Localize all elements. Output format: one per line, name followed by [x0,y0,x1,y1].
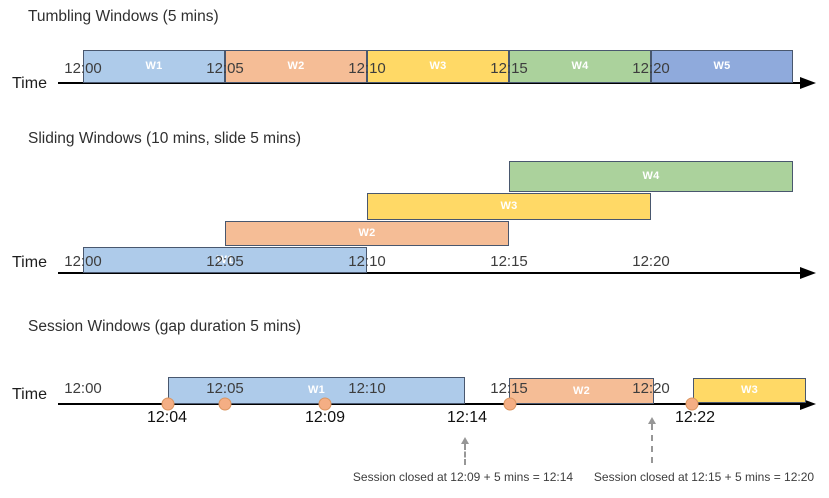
session-window-w2: W2 [509,378,654,404]
event-dot-1204 [161,397,175,411]
tumbling-tick-1220: 12:20 [632,60,670,77]
session-tick-1200: 12:00 [64,380,102,397]
session-annotation-2: Session closed at 12:15 + 5 mins = 12:20 [593,470,815,484]
session-annotation-1: Session closed at 12:09 + 5 mins = 12:14 [352,470,574,484]
sliding-tick-1200: 12:00 [64,253,102,270]
session-window-w2-label: W2 [572,384,591,397]
event-dot-1205 [218,397,232,411]
tumbling-window-w1-label: W1 [145,60,163,72]
arrow-dashed-stem [464,444,466,465]
arrow-dashed-stem [651,424,653,463]
sliding-tick-1205: 12:05 [206,253,244,270]
session-close-arrow-1220-icon [648,417,656,463]
tumbling-window-w1: W1 [83,50,225,83]
tumbling-time-axis-label: Time [12,75,47,92]
sliding-window-w3-label: W3 [500,200,518,212]
session-window-w1: W1 [168,377,465,404]
sliding-window-w3: W3 [367,193,651,220]
event-dot-1222 [685,397,699,411]
sliding-window-w2: W2 [225,221,509,246]
sliding-time-axis [58,272,802,274]
event-dot-1209 [318,397,332,411]
session-tick-1220: 12:20 [632,380,670,397]
arrow-up-head-icon [648,417,656,424]
event-dot-1215 [503,397,517,411]
tumbling-tick-1215: 12:15 [490,60,528,77]
session-close-arrow-1214-icon [461,437,469,465]
tumbling-window-w2: W2 [225,50,367,83]
tumbling-tick-1200: 12:00 [64,60,102,77]
sliding-tick-1220: 12:20 [632,253,670,270]
tumbling-time-axis [58,82,802,84]
tumbling-window-w4-label: W4 [571,60,589,72]
sliding-window-w1: W1 [83,247,367,273]
session-tick-1215: 12:15 [490,380,528,397]
session-time-axis [58,403,802,405]
session-tick-1205: 12:05 [206,380,244,397]
session-event-label-1204: 12:04 [146,409,188,426]
session-window-w1-label: W1 [307,384,326,396]
sliding-window-w1-label: W1 [216,253,234,266]
tumbling-window-w2-label: W2 [287,60,305,72]
tumbling-window-w4: W4 [509,50,651,83]
tumbling-window-w3: W3 [367,50,509,83]
tumbling-axis-arrowhead-icon [800,77,816,89]
tumbling-tick-1205: 12:05 [206,60,244,77]
session-time-axis-label: Time [12,386,47,403]
sliding-title: Sliding Windows (10 mins, slide 5 mins) [28,130,302,147]
tumbling-tick-1210: 12:10 [348,60,386,77]
session-event-label-1222: 12:22 [674,409,716,426]
tumbling-window-w3-label: W3 [429,60,447,72]
session-event-label-1214: 12:14 [446,409,488,426]
sliding-window-w4: W4 [509,161,793,192]
session-window-w3-label: W3 [740,384,759,396]
sliding-window-w2-label: W2 [358,227,376,239]
arrow-up-head-icon [461,437,469,444]
session-event-label-1209: 12:09 [304,409,346,426]
tumbling-title: Tumbling Windows (5 mins) [28,8,219,25]
session-window-w3: W3 [693,378,806,403]
sliding-axis-arrowhead-icon [800,267,816,279]
sliding-tick-1210: 12:10 [348,253,386,270]
session-tick-1210: 12:10 [348,380,386,397]
tumbling-window-w5-label: W5 [713,60,731,72]
sliding-time-axis-label: Time [12,254,47,271]
sliding-tick-1215: 12:15 [490,253,528,270]
sliding-window-w4-label: W4 [642,170,660,182]
session-title: Session Windows (gap duration 5 mins) [28,318,302,335]
tumbling-window-w5: W5 [651,50,793,83]
